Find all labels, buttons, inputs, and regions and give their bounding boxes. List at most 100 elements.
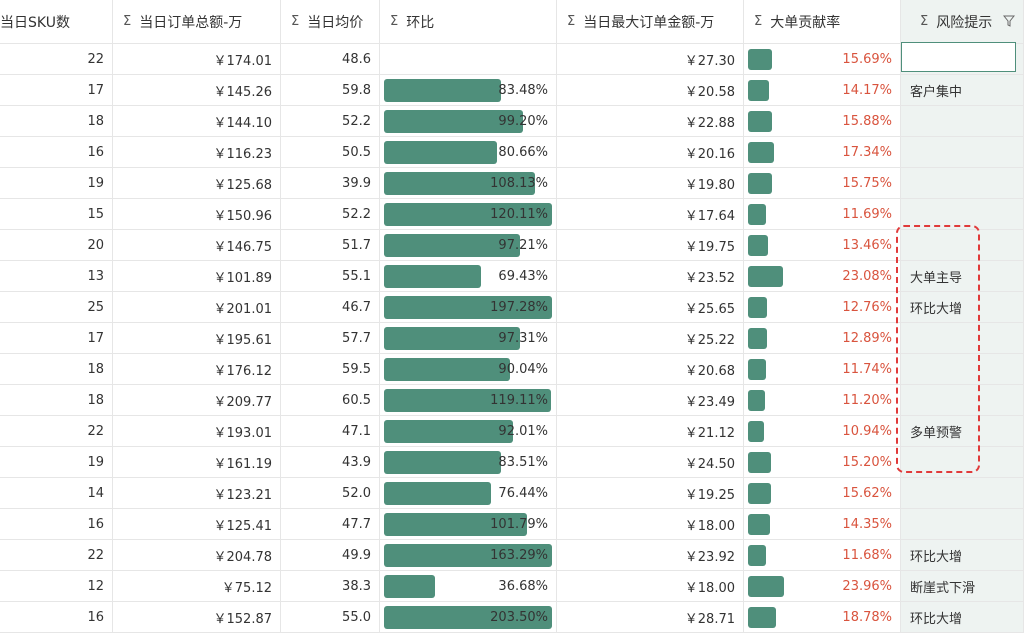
cell-ratio[interactable]: 108.13% <box>380 168 557 199</box>
cell-big[interactable]: 11.68% <box>744 540 901 571</box>
cell-max[interactable]: ￥22.88 <box>557 106 744 137</box>
table-row[interactable]: 15 ￥150.96 52.2 120.11% ￥17.64 11.69% <box>0 199 1024 230</box>
cell-big[interactable]: 10.94% <box>744 416 901 447</box>
cell-total[interactable]: ￥174.01 <box>113 44 281 75</box>
cell-total[interactable]: ￥75.12 <box>113 571 281 602</box>
cell-max[interactable]: ￥28.71 <box>557 602 744 633</box>
cell-sku[interactable]: 17 <box>0 323 113 354</box>
cell-max[interactable]: ￥20.68 <box>557 354 744 385</box>
cell-total[interactable]: ￥204.78 <box>113 540 281 571</box>
cell-max[interactable]: ￥20.58 <box>557 75 744 106</box>
cell-big[interactable]: 15.69% <box>744 44 901 75</box>
header-ratio[interactable]: Σ 环比 <box>380 0 557 44</box>
cell-big[interactable]: 12.89% <box>744 323 901 354</box>
cell-ratio[interactable]: 120.11% <box>380 199 557 230</box>
cell-avg[interactable]: 50.5 <box>281 137 380 168</box>
cell-risk[interactable] <box>901 168 1024 199</box>
cell-big[interactable]: 18.78% <box>744 602 901 633</box>
cell-max[interactable]: ￥19.80 <box>557 168 744 199</box>
cell-ratio[interactable]: 90.04% <box>380 354 557 385</box>
cell-max[interactable]: ￥23.92 <box>557 540 744 571</box>
cell-max[interactable]: ￥25.22 <box>557 323 744 354</box>
cell-sku[interactable]: 15 <box>0 199 113 230</box>
cell-max[interactable]: ￥27.30 <box>557 44 744 75</box>
cell-sku[interactable]: 16 <box>0 602 113 633</box>
cell-avg[interactable]: 43.9 <box>281 447 380 478</box>
cell-risk[interactable] <box>901 323 1024 354</box>
cell-max[interactable]: ￥21.12 <box>557 416 744 447</box>
header-risk[interactable]: Σ 风险提示 <box>901 0 1024 44</box>
cell-ratio[interactable]: 36.68% <box>380 571 557 602</box>
cell-max[interactable]: ￥20.16 <box>557 137 744 168</box>
cell-avg[interactable]: 52.2 <box>281 199 380 230</box>
table-row[interactable]: 18 ￥144.10 52.2 99.20% ￥22.88 15.88% <box>0 106 1024 137</box>
cell-max[interactable]: ￥23.49 <box>557 385 744 416</box>
cell-sku[interactable]: 18 <box>0 106 113 137</box>
cell-risk[interactable] <box>901 106 1024 137</box>
cell-risk[interactable] <box>901 137 1024 168</box>
cell-max[interactable]: ￥23.52 <box>557 261 744 292</box>
cell-avg[interactable]: 48.6 <box>281 44 380 75</box>
cell-big[interactable]: 13.46% <box>744 230 901 261</box>
cell-total[interactable]: ￥144.10 <box>113 106 281 137</box>
cell-ratio[interactable]: 119.11% <box>380 385 557 416</box>
table-row[interactable]: 25 ￥201.01 46.7 197.28% ￥25.65 12.76% 环比大增 <box>0 292 1024 323</box>
cell-big[interactable]: 11.20% <box>744 385 901 416</box>
cell-avg[interactable]: 59.8 <box>281 75 380 106</box>
cell-risk[interactable]: 大单主导 <box>901 261 1024 292</box>
cell-sku[interactable]: 22 <box>0 416 113 447</box>
cell-sku[interactable]: 14 <box>0 478 113 509</box>
header-total[interactable]: Σ 当日订单总额-万 <box>113 0 281 44</box>
cell-avg[interactable]: 49.9 <box>281 540 380 571</box>
cell-avg[interactable]: 57.7 <box>281 323 380 354</box>
cell-ratio[interactable]: 76.44% <box>380 478 557 509</box>
table-row[interactable]: 17 ￥195.61 57.7 97.31% ￥25.22 12.89% <box>0 323 1024 354</box>
cell-max[interactable]: ￥19.25 <box>557 478 744 509</box>
cell-total[interactable]: ￥116.23 <box>113 137 281 168</box>
cell-avg[interactable]: 38.3 <box>281 571 380 602</box>
header-avg[interactable]: Σ 当日均价 <box>281 0 380 44</box>
cell-sku[interactable]: 25 <box>0 292 113 323</box>
cell-risk[interactable] <box>901 230 1024 261</box>
cell-sku[interactable]: 20 <box>0 230 113 261</box>
table-row[interactable]: 13 ￥101.89 55.1 69.43% ￥23.52 23.08% 大单主导 <box>0 261 1024 292</box>
cell-risk[interactable]: 客户集中 <box>901 75 1024 106</box>
table-row[interactable]: 19 ￥125.68 39.9 108.13% ￥19.80 15.75% <box>0 168 1024 199</box>
cell-max[interactable]: ￥17.64 <box>557 199 744 230</box>
cell-total[interactable]: ￥145.26 <box>113 75 281 106</box>
cell-big[interactable]: 15.62% <box>744 478 901 509</box>
cell-sku[interactable]: 19 <box>0 447 113 478</box>
cell-sku[interactable]: 12 <box>0 571 113 602</box>
table-row[interactable]: 16 ￥116.23 50.5 80.66% ￥20.16 17.34% <box>0 137 1024 168</box>
cell-sku[interactable]: 17 <box>0 75 113 106</box>
cell-total[interactable]: ￥195.61 <box>113 323 281 354</box>
cell-big[interactable]: 23.96% <box>744 571 901 602</box>
selected-cell[interactable] <box>901 42 1016 72</box>
cell-ratio[interactable]: 69.43% <box>380 261 557 292</box>
cell-max[interactable]: ￥25.65 <box>557 292 744 323</box>
cell-big[interactable]: 17.34% <box>744 137 901 168</box>
cell-ratio[interactable]: 163.29% <box>380 540 557 571</box>
header-sku[interactable]: 当日SKU数 <box>0 0 113 44</box>
cell-avg[interactable]: 59.5 <box>281 354 380 385</box>
table-row[interactable]: 19 ￥161.19 43.9 83.51% ￥24.50 15.20% <box>0 447 1024 478</box>
cell-total[interactable]: ￥123.21 <box>113 478 281 509</box>
cell-sku[interactable]: 19 <box>0 168 113 199</box>
cell-avg[interactable]: 55.1 <box>281 261 380 292</box>
cell-total[interactable]: ￥193.01 <box>113 416 281 447</box>
cell-risk[interactable]: 断崖式下滑 <box>901 571 1024 602</box>
table-row[interactable]: 16 ￥152.87 55.0 203.50% ￥28.71 18.78% 环比大增 <box>0 602 1024 633</box>
cell-total[interactable]: ￥201.01 <box>113 292 281 323</box>
cell-total[interactable]: ￥150.96 <box>113 199 281 230</box>
cell-ratio[interactable]: 99.20% <box>380 106 557 137</box>
cell-avg[interactable]: 51.7 <box>281 230 380 261</box>
cell-risk[interactable]: 多单预警 <box>901 416 1024 447</box>
table-row[interactable]: 16 ￥125.41 47.7 101.79% ￥18.00 14.35% <box>0 509 1024 540</box>
cell-risk[interactable] <box>901 509 1024 540</box>
cell-sku[interactable]: 18 <box>0 385 113 416</box>
cell-total[interactable]: ￥176.12 <box>113 354 281 385</box>
table-row[interactable]: 18 ￥176.12 59.5 90.04% ￥20.68 11.74% <box>0 354 1024 385</box>
table-row[interactable]: 20 ￥146.75 51.7 97.21% ￥19.75 13.46% <box>0 230 1024 261</box>
cell-sku[interactable]: 22 <box>0 540 113 571</box>
header-max[interactable]: Σ 当日最大订单金额-万 <box>557 0 744 44</box>
